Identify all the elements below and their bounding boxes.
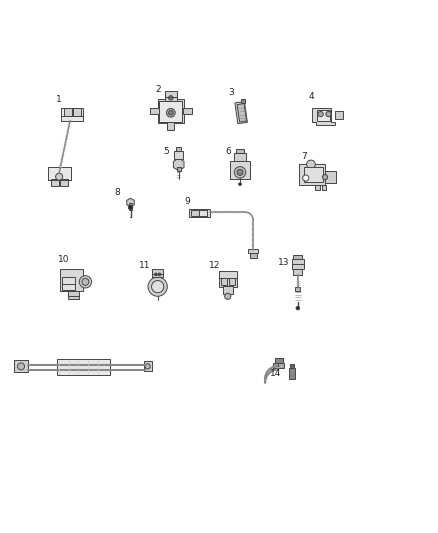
- Text: 5: 5: [163, 147, 170, 156]
- Bar: [221, 278, 227, 285]
- Text: 13: 13: [278, 257, 290, 266]
- Circle shape: [326, 111, 331, 117]
- Circle shape: [234, 167, 246, 178]
- Bar: [293, 255, 302, 260]
- Text: 14: 14: [270, 369, 282, 378]
- Circle shape: [237, 169, 243, 175]
- Circle shape: [56, 173, 63, 180]
- Polygon shape: [312, 108, 335, 125]
- Bar: [183, 108, 192, 114]
- Bar: [230, 161, 250, 179]
- Circle shape: [18, 363, 25, 370]
- Circle shape: [166, 108, 175, 117]
- Polygon shape: [173, 158, 184, 171]
- Circle shape: [158, 273, 161, 276]
- Circle shape: [303, 175, 309, 181]
- Bar: [315, 185, 320, 190]
- Circle shape: [145, 364, 150, 369]
- Bar: [177, 167, 181, 171]
- Bar: [229, 278, 235, 285]
- Bar: [189, 209, 210, 217]
- Bar: [275, 359, 283, 363]
- Bar: [322, 185, 326, 190]
- Text: 10: 10: [58, 255, 69, 264]
- Text: 4: 4: [308, 93, 314, 101]
- Bar: [248, 249, 258, 253]
- Bar: [48, 167, 71, 180]
- Circle shape: [155, 273, 157, 276]
- Text: 6: 6: [225, 147, 231, 156]
- Bar: [167, 123, 174, 130]
- Bar: [293, 269, 302, 275]
- Bar: [144, 361, 152, 371]
- Bar: [235, 102, 247, 124]
- Circle shape: [225, 293, 231, 300]
- Circle shape: [318, 111, 323, 117]
- Circle shape: [307, 160, 315, 169]
- Text: 2: 2: [156, 85, 161, 94]
- Bar: [150, 108, 159, 114]
- Polygon shape: [127, 198, 134, 207]
- Circle shape: [82, 278, 89, 285]
- Circle shape: [148, 277, 167, 296]
- Bar: [14, 360, 28, 372]
- Bar: [174, 151, 183, 159]
- Bar: [199, 211, 207, 216]
- Bar: [158, 99, 184, 123]
- Bar: [289, 368, 295, 379]
- Text: 11: 11: [139, 261, 150, 270]
- Bar: [73, 108, 81, 116]
- Bar: [295, 287, 300, 291]
- Text: 12: 12: [209, 261, 220, 270]
- Bar: [57, 359, 110, 375]
- Bar: [237, 103, 247, 122]
- Bar: [292, 260, 304, 269]
- Bar: [191, 211, 199, 216]
- Circle shape: [169, 110, 173, 115]
- Circle shape: [128, 205, 133, 209]
- Bar: [304, 167, 323, 182]
- Bar: [317, 110, 330, 120]
- Bar: [61, 108, 83, 120]
- Bar: [159, 101, 182, 122]
- Circle shape: [79, 276, 92, 288]
- Text: 3: 3: [228, 87, 234, 96]
- Bar: [60, 179, 68, 186]
- Bar: [234, 154, 246, 161]
- Bar: [60, 269, 83, 292]
- Circle shape: [152, 280, 164, 293]
- Bar: [236, 149, 244, 154]
- Bar: [176, 147, 181, 151]
- Bar: [290, 364, 294, 368]
- Bar: [241, 99, 245, 103]
- Bar: [129, 203, 132, 210]
- Text: 7: 7: [301, 151, 307, 160]
- Bar: [68, 292, 79, 300]
- Bar: [152, 269, 163, 277]
- Bar: [325, 171, 336, 183]
- Bar: [299, 165, 325, 185]
- Bar: [62, 278, 75, 290]
- Circle shape: [322, 174, 328, 180]
- Circle shape: [296, 306, 300, 310]
- Bar: [64, 108, 72, 116]
- Circle shape: [239, 183, 241, 185]
- Text: 1: 1: [56, 95, 62, 104]
- Circle shape: [169, 96, 173, 100]
- Bar: [219, 271, 237, 287]
- Bar: [51, 179, 59, 186]
- Text: 9: 9: [184, 197, 191, 206]
- Bar: [250, 253, 257, 258]
- Text: 8: 8: [114, 189, 120, 197]
- Bar: [335, 111, 343, 119]
- Bar: [165, 91, 177, 101]
- Bar: [273, 363, 284, 368]
- Bar: [223, 286, 233, 294]
